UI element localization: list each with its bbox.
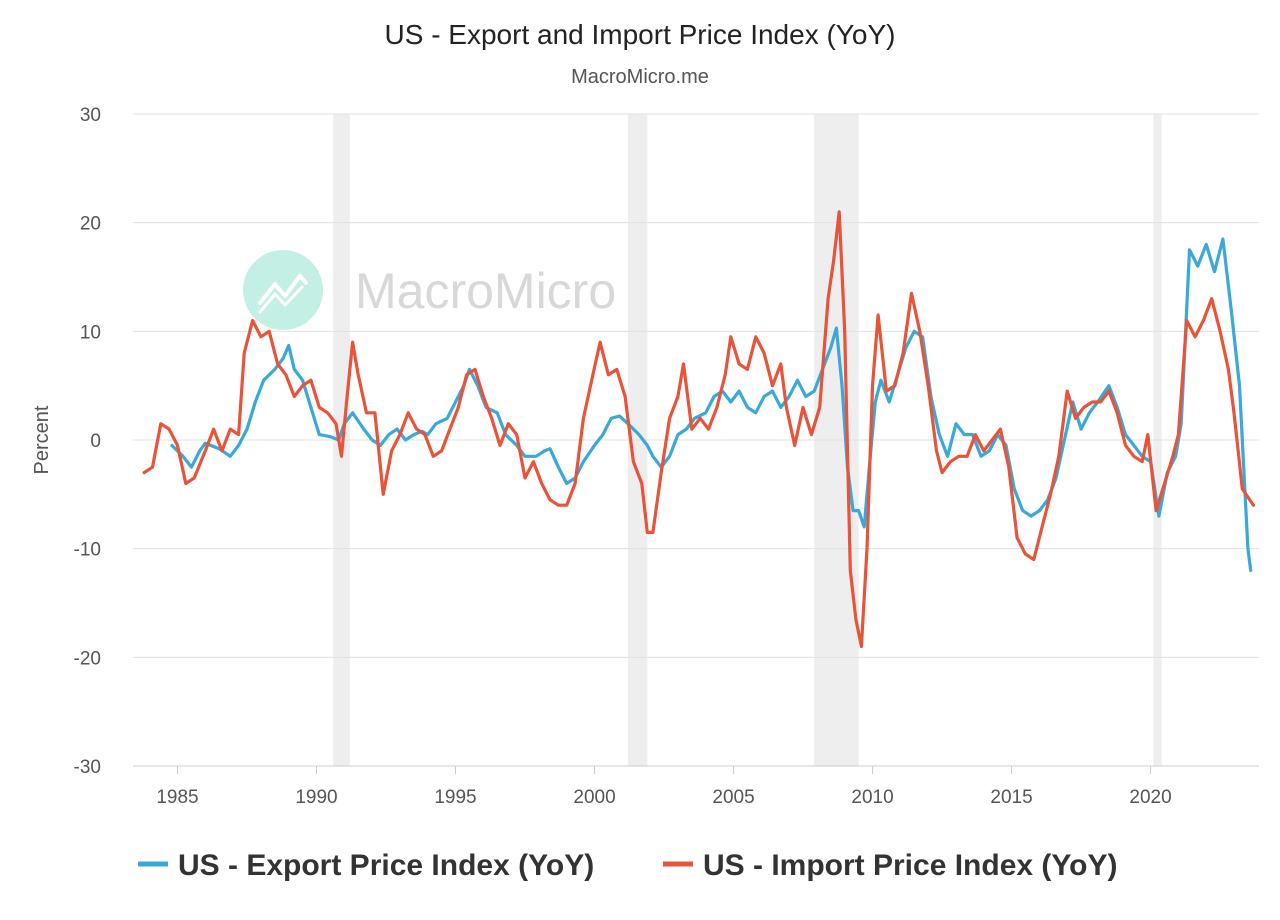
chart-subtitle: MacroMicro.me (571, 66, 709, 88)
y-tick-label: -10 (74, 540, 101, 561)
series-line-export (170, 237, 1253, 572)
x-tick-label: 2015 (990, 787, 1032, 808)
x-tick-label: 1990 (295, 787, 337, 808)
y-tick-label: 10 (80, 322, 101, 343)
legend-label-import: US - Import Price Index (YoY) (703, 849, 1118, 882)
series-lines (142, 210, 1255, 649)
y-tick-labels: 30 20 10 0 -10 -20 -30 (74, 105, 101, 778)
chart-title: US - Export and Import Price Index (YoY) (385, 19, 896, 50)
y-tick-label: -30 (74, 757, 101, 778)
watermark-text: MacroMicro (355, 263, 616, 319)
x-tick-label: 2005 (712, 787, 754, 808)
y-tick-label: 0 (90, 431, 101, 452)
x-tick-labels: 1985 1990 1995 2000 2005 2010 2015 2020 (156, 766, 1172, 808)
series-line-import (142, 210, 1255, 649)
y-tick-label: 20 (80, 214, 101, 235)
y-axis-label: Percent (31, 405, 53, 474)
legend-label-export: US - Export Price Index (YoY) (178, 849, 594, 882)
watermark-logo-icon (243, 250, 323, 330)
x-tick-label: 1985 (156, 787, 198, 808)
watermark: MacroMicro (243, 250, 616, 330)
legend-item-export[interactable]: US - Export Price Index (YoY) (138, 849, 594, 882)
legend: US - Export Price Index (YoY) US - Impor… (138, 849, 1118, 882)
legend-item-import[interactable]: US - Import Price Index (YoY) (663, 849, 1118, 882)
x-tick-label: 1995 (434, 787, 476, 808)
x-tick-label: 2000 (573, 787, 615, 808)
watermark-logo-glyph (258, 274, 308, 305)
y-tick-label: 30 (80, 105, 101, 126)
x-tick-label: 2020 (1129, 787, 1171, 808)
gridlines (133, 113, 1259, 658)
watermark-logo-glyph-2 (258, 285, 304, 314)
y-tick-label: -20 (74, 648, 101, 669)
x-tick-label: 2010 (851, 787, 893, 808)
